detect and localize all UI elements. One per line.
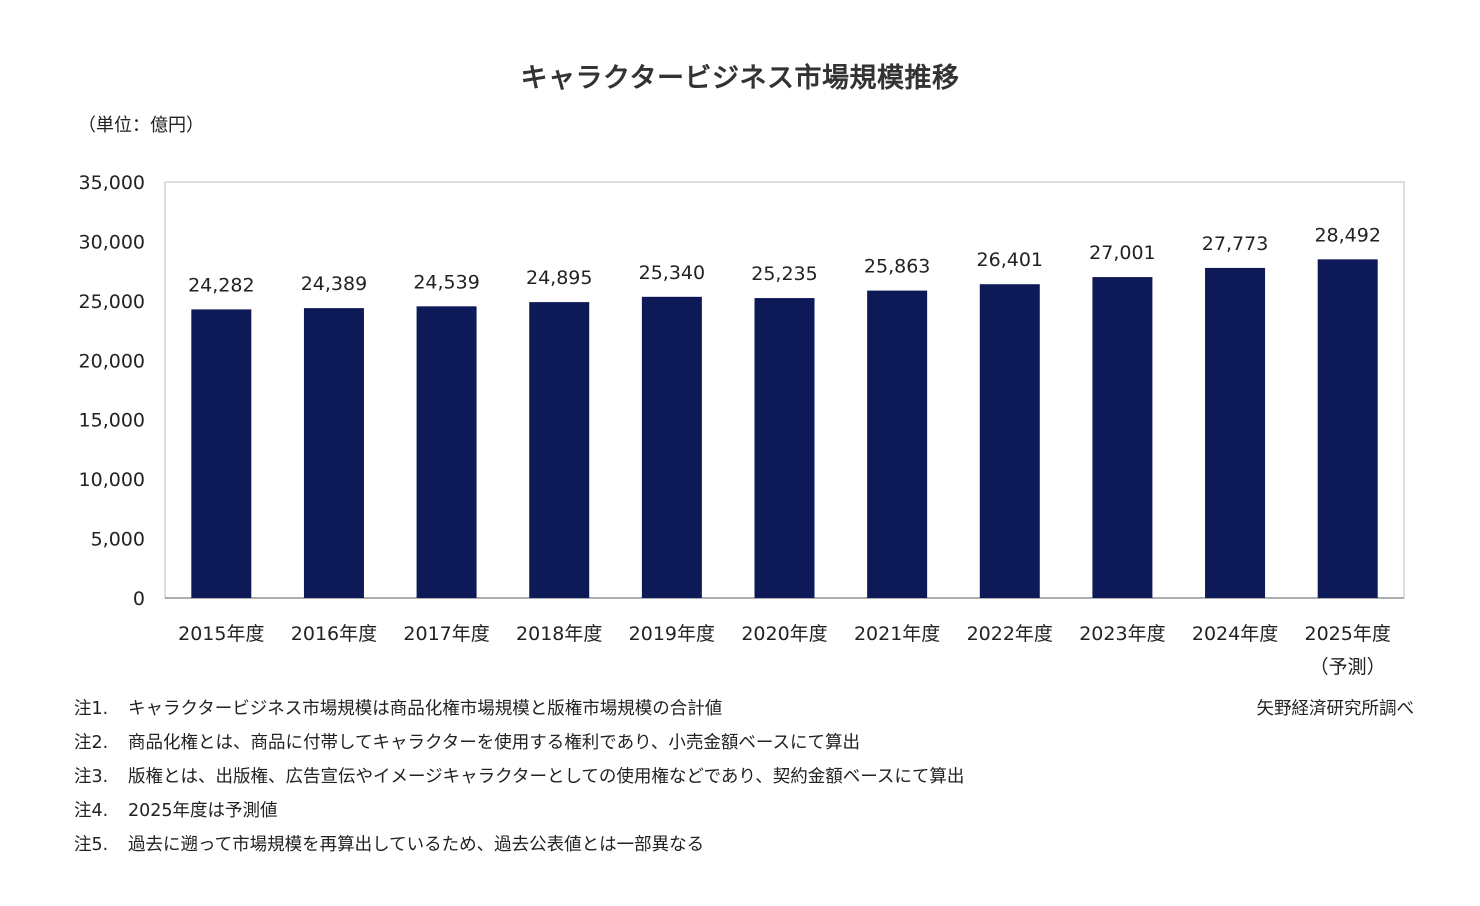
note-text: 2025年度は予測値 [128, 801, 278, 821]
data-label: 25,863 [864, 256, 930, 278]
note-label: 注3. [74, 767, 109, 787]
bar [641, 296, 702, 598]
bar [303, 308, 364, 598]
y-tick-label: 15,000 [79, 410, 145, 432]
y-tick-label: 10,000 [79, 469, 145, 491]
x-tick-label: 2021年度 [854, 623, 940, 645]
note-label: 注5. [74, 835, 109, 855]
note-text: 版権とは、出版権、広告宣伝やイメージキャラクターとしての使用権などであり、契約金… [128, 767, 965, 787]
data-label: 24,282 [188, 274, 254, 296]
y-tick-label: 35,000 [79, 172, 145, 194]
note-text: 商品化権とは、商品に付帯してキャラクターを使用する権利であり、小売金額ベースにて… [128, 733, 861, 753]
bar-chart: 0 5,000 10,000 15,000 20,000 25,000 30,000 35,0… [79, 172, 1405, 678]
data-label: 24,895 [526, 267, 592, 289]
x-tick-sublabel: （予測） [1310, 656, 1386, 678]
x-tick-label: 2018年度 [516, 623, 602, 645]
bar [754, 298, 815, 598]
bar [416, 306, 477, 598]
data-label: 24,389 [301, 273, 367, 295]
data-label: 26,401 [977, 249, 1043, 271]
note-label: 注2. [74, 733, 109, 753]
x-tick-label: 2022年度 [967, 623, 1053, 645]
x-tick-label: 2017年度 [403, 623, 489, 645]
note-2: 注2. 商品化権とは、商品に付帯してキャラクターを使用する権利であり、小売金額ベー… [74, 726, 964, 760]
x-tick-label: 2023年度 [1079, 623, 1165, 645]
bar [1205, 267, 1266, 598]
y-tick-label: 5,000 [91, 529, 145, 551]
note-1: 注1. キャラクタービジネス市場規模は商品化権市場規模と版権市場規模の合計値 [74, 692, 964, 726]
note-4: 注4. 2025年度は予測値 [74, 794, 964, 828]
data-label: 28,492 [1314, 224, 1380, 246]
source-credit: 矢野経済研究所調べ [1256, 699, 1415, 719]
note-label: 注1. [74, 699, 109, 719]
note-3: 注3. 版権とは、出版権、広告宣伝やイメージキャラクターとしての使用権などであり、… [74, 760, 964, 794]
data-label: 27,001 [1089, 242, 1155, 264]
note-label: 注4. [74, 801, 109, 821]
x-tick-label: 2020年度 [741, 623, 827, 645]
note-text: 過去に遡って市場規模を再算出しているため、過去公表値とは一部異なる [128, 835, 705, 855]
bar [979, 284, 1040, 598]
x-tick-label: 2019年度 [629, 623, 715, 645]
y-tick-label: 20,000 [79, 350, 145, 372]
bar [191, 309, 252, 598]
data-label: 24,539 [413, 271, 479, 293]
y-tick-label: 0 [133, 588, 145, 610]
y-tick-label: 25,000 [79, 291, 145, 313]
chart-title: キャラクタービジネス市場規模推移 [520, 63, 960, 94]
notes: 注1. キャラクタービジネス市場規模は商品化権市場規模と版権市場規模の合計値 注2… [74, 692, 964, 862]
note-text: キャラクタービジネス市場規模は商品化権市場規模と版権市場規模の合計値 [128, 699, 723, 719]
bar [529, 302, 590, 598]
x-tick-label: 2016年度 [291, 623, 377, 645]
unit-label: （単位：億円） [78, 115, 204, 136]
y-tick-label: 30,000 [79, 231, 145, 253]
bar [1092, 277, 1153, 598]
bar [1317, 259, 1378, 598]
data-label: 25,235 [751, 263, 817, 285]
data-label: 27,773 [1202, 233, 1268, 255]
x-tick-label: 2024年度 [1192, 623, 1278, 645]
x-tick-label: 2015年度 [178, 623, 264, 645]
bar [867, 290, 928, 598]
x-tick-label: 2025年度 [1305, 623, 1391, 645]
note-5: 注5. 過去に遡って市場規模を再算出しているため、過去公表値とは一部異なる [74, 828, 964, 862]
data-label: 25,340 [639, 262, 705, 284]
